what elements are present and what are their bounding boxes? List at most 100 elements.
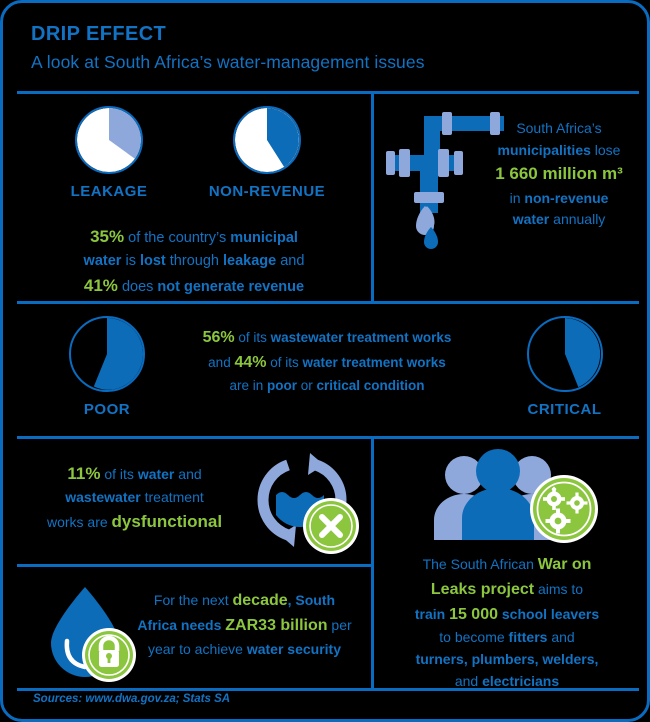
leakage-pct-41: 41% [83, 275, 118, 295]
treatment-t9: critical condition [316, 377, 425, 393]
leakage-pies-row: LEAKAGE NON-REVENUE [17, 94, 371, 202]
tap-line4b: non-revenue [524, 189, 609, 206]
dysfunctional-pct-11: 11% [67, 464, 101, 483]
leakage-pct-35: 35% [90, 227, 125, 246]
wol-t2: aims to [534, 580, 584, 597]
pie-leakage: LEAKAGE [69, 106, 149, 200]
section-leakage: LEAKAGE NON-REVENUE 35% of the country’s… [17, 94, 371, 301]
header: DRIP EFFECT A look at South Africa’s wat… [3, 3, 647, 91]
tap-line5a: water [512, 211, 550, 228]
wol-t7: and [547, 629, 575, 646]
leakage-text-6: through [165, 253, 223, 270]
tap-volume: 1 660 million m³ [495, 164, 623, 184]
wol-t6: fitters [508, 629, 548, 646]
pie-leakage-chart [75, 106, 143, 174]
cross-badge-icon [319, 514, 343, 538]
inv-t1: For the next [153, 592, 233, 608]
leakage-text-3: water [83, 253, 122, 270]
wol-t3: train [414, 605, 450, 622]
pie-non-revenue-label: NON-REVENUE [208, 183, 326, 200]
pie-poor-chart [69, 316, 145, 392]
wol-count: 15 000 [449, 605, 498, 623]
inv-t2: , South [287, 592, 336, 608]
lock-badge-icon [98, 635, 120, 667]
tap-line4a: in [509, 189, 525, 206]
pie-non-revenue: NON-REVENUE [202, 106, 332, 200]
pie-critical-svg [564, 318, 600, 388]
dys-t6: works are [46, 514, 112, 531]
recycle-water-error-icon [257, 453, 359, 554]
page-subtitle: A look at South Africa’s water-managemen… [31, 52, 425, 72]
wol-leaks-project: Leaks project [430, 580, 535, 598]
sources-footer: Sources: www.dwa.gov.za; Stats SA [33, 693, 231, 705]
treatment-t4: of its [266, 354, 303, 370]
treatment-pct-44: 44% [234, 353, 267, 371]
treatment-t5: water treatment works [302, 354, 446, 370]
treatment-t6: are in [229, 377, 267, 393]
inv-amount: ZAR33 billion [225, 616, 328, 634]
inv-t5: year to achieve [147, 640, 247, 657]
section-war-on-leaks: The South African War on Leaks project a… [374, 439, 639, 689]
pie-poor-svg [93, 318, 143, 390]
section-tap: South Africa’s municipalities lose 1 660… [374, 94, 639, 301]
tap-line1: South Africa’s [516, 120, 602, 136]
leakage-text-9: does [117, 278, 158, 295]
divider-3 [17, 436, 639, 439]
dys-t7: dysfunctional [111, 512, 223, 532]
pie-leakage-label: LEAKAGE [70, 183, 148, 200]
section-dysfunctional: 11% of its water and wastewater treatmen… [17, 439, 371, 564]
people-group-icon [434, 449, 598, 543]
treatment-statement: 56% of its wastewater treatment works an… [167, 326, 487, 397]
investment-statement: For the next decade, South Africa needs … [132, 589, 357, 660]
pie-poor-label: POOR [83, 401, 131, 418]
wol-t8: turners, plumbers, welders, [415, 651, 599, 668]
pie-non-revenue-chart [233, 106, 301, 174]
section-investment: For the next decade, South Africa needs … [17, 567, 371, 688]
war-on-leaks-statement: The South African War on Leaks project a… [382, 553, 632, 692]
dysfunctional-statement: 11% of its water and wastewater treatmen… [27, 461, 242, 535]
divider-bottom [17, 688, 639, 691]
wol-t5: to become [439, 629, 509, 646]
pie-poor: POOR [62, 316, 152, 418]
inv-decade: decade [232, 592, 288, 609]
leakage-text-2: municipal [230, 230, 298, 246]
divider-top [17, 91, 639, 94]
water-drop-lock-icon [51, 587, 136, 682]
dys-t3: and [174, 466, 202, 482]
leakage-text-4: is [121, 253, 140, 270]
divider-vertical-top [371, 91, 374, 304]
inv-t6: water security [246, 640, 341, 657]
leakage-statement: 35% of the country’s municipal water is … [17, 224, 371, 299]
treatment-t2: wastewater treatment works [270, 330, 452, 345]
page-title: DRIP EFFECT [31, 23, 167, 45]
treatment-t8: or [297, 377, 317, 393]
treatment-t7: poor [267, 377, 297, 393]
tap-line2a: municipalities [497, 141, 591, 158]
tap-line5b: annually [549, 211, 606, 228]
section-treatment: POOR 56% of its wastewater treatment wor… [17, 304, 639, 436]
tap-line2b: lose [590, 141, 621, 158]
wol-t4: school leavers [498, 605, 600, 622]
wol-t10: electricians [482, 672, 560, 689]
leakage-text-10: not generate revenue [157, 278, 305, 295]
wol-t9: and [454, 672, 483, 689]
pie-critical-chart [526, 316, 603, 392]
wol-war-on: War on [537, 556, 592, 573]
leakage-text-5: lost [139, 253, 166, 270]
divider-2 [17, 301, 639, 304]
treatment-pct-56: 56% [202, 329, 235, 346]
pie-leakage-svg [77, 108, 141, 172]
dys-t5: treatment [140, 489, 204, 506]
wol-t1: The South African [422, 556, 538, 572]
dys-t1: of its [100, 466, 138, 482]
faucet-icon [386, 112, 504, 249]
inv-t4: per [327, 616, 352, 633]
gears-badge-icon [543, 486, 588, 534]
leakage-text-8: and [276, 253, 305, 270]
leakage-text-7: leakage [223, 253, 277, 270]
dys-t4: wastewater [65, 489, 141, 506]
divider-4-left [17, 564, 371, 567]
pie-critical-label: CRITICAL [527, 401, 602, 418]
dys-t2: water [137, 466, 175, 482]
